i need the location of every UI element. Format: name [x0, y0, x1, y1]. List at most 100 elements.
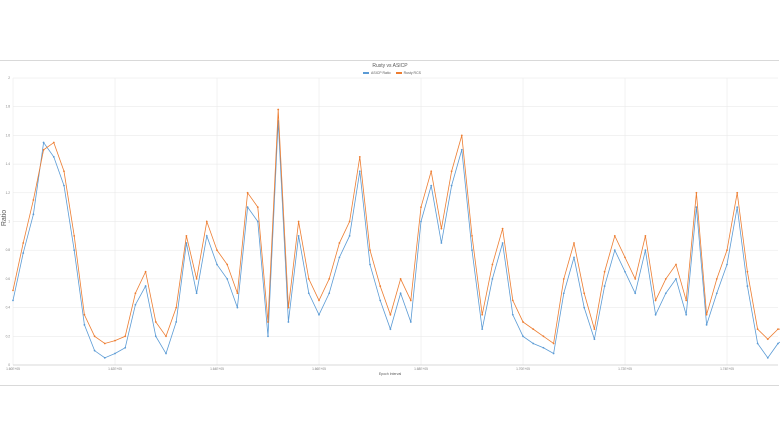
data-point-1 — [399, 278, 402, 280]
data-point-1 — [715, 278, 718, 280]
data-point-1 — [511, 299, 514, 302]
data-point-1 — [236, 292, 239, 295]
data-point-1 — [358, 156, 361, 158]
data-point-1 — [12, 289, 14, 292]
data-point-1 — [277, 108, 280, 111]
data-point-0 — [52, 156, 55, 158]
data-point-0 — [542, 346, 545, 349]
data-point-1 — [695, 191, 698, 194]
data-point-0 — [22, 252, 25, 254]
data-point-1 — [481, 313, 484, 316]
y-tick-label: 0.6 — [6, 277, 11, 281]
data-point-0 — [481, 328, 484, 331]
data-point-1 — [226, 263, 229, 266]
data-point-1 — [83, 313, 86, 316]
data-point-1 — [491, 263, 494, 266]
data-point-1 — [267, 321, 269, 323]
data-point-1 — [705, 313, 708, 316]
x-tick-label: 1.62E+05 — [108, 367, 122, 371]
data-point-0 — [267, 335, 269, 338]
data-point-1 — [471, 234, 473, 237]
data-point-0 — [195, 292, 198, 295]
data-point-1 — [532, 328, 535, 331]
data-point-0 — [318, 313, 320, 316]
data-point-0 — [583, 306, 586, 309]
data-point-0 — [603, 285, 606, 287]
data-point-0 — [226, 278, 229, 280]
data-point-1 — [542, 335, 545, 338]
data-point-1 — [644, 234, 647, 237]
x-tick-label: 1.70E+05 — [516, 367, 530, 371]
data-point-1 — [185, 234, 188, 237]
data-point-0 — [430, 184, 433, 187]
data-point-1 — [603, 270, 606, 273]
data-point-0 — [12, 299, 14, 302]
legend-swatch-rusty — [395, 72, 402, 75]
legend-label-rusty: Rusty RCS — [403, 71, 421, 75]
data-point-1 — [501, 227, 504, 230]
data-point-1 — [664, 278, 667, 280]
data-point-1 — [103, 342, 106, 345]
data-point-1 — [328, 278, 331, 280]
data-point-0 — [216, 263, 218, 266]
data-point-1 — [307, 278, 310, 280]
data-point-0 — [103, 356, 106, 359]
data-point-0 — [532, 342, 535, 345]
data-point-0 — [460, 148, 463, 151]
data-point-1 — [685, 299, 688, 302]
data-point-0 — [114, 352, 116, 355]
data-point-1 — [134, 292, 137, 295]
data-point-0 — [726, 263, 728, 266]
data-point-0 — [205, 234, 208, 237]
data-point-0 — [307, 292, 310, 295]
data-point-0 — [522, 335, 524, 338]
data-point-0 — [256, 220, 259, 223]
data-point-0 — [338, 256, 341, 259]
data-point-0 — [756, 342, 759, 345]
data-point-1 — [460, 134, 463, 137]
data-point-0 — [511, 313, 514, 316]
data-point-1 — [624, 256, 626, 259]
data-point-0 — [246, 206, 249, 209]
data-point-1 — [297, 220, 300, 223]
data-point-1 — [318, 299, 320, 302]
data-point-1 — [93, 335, 96, 338]
data-point-1 — [430, 170, 433, 173]
data-point-0 — [644, 249, 647, 252]
x-tick-label: 1.64E+05 — [210, 367, 224, 371]
data-point-0 — [715, 292, 718, 295]
x-tick-label: 1.66E+05 — [312, 367, 326, 371]
data-point-0 — [144, 285, 147, 287]
data-point-1 — [756, 328, 759, 331]
data-point-0 — [42, 141, 45, 144]
data-point-1 — [573, 242, 575, 244]
data-point-0 — [766, 356, 769, 359]
data-point-0 — [664, 292, 667, 295]
data-point-1 — [379, 285, 382, 287]
chart-frame — [0, 60, 779, 386]
data-point-0 — [328, 292, 331, 295]
data-point-0 — [501, 242, 504, 244]
x-tick-label: 1.68E+05 — [414, 367, 428, 371]
y-tick-label: 1.4 — [6, 162, 11, 166]
y-tick-label: 1.6 — [6, 133, 11, 137]
data-point-1 — [114, 339, 116, 342]
data-point-1 — [583, 292, 586, 295]
series-line-0 — [12, 121, 780, 359]
data-point-1 — [165, 335, 167, 338]
x-tick-label: 1.60E+05 — [6, 367, 20, 371]
data-point-1 — [389, 313, 392, 316]
data-point-0 — [736, 206, 739, 209]
data-point-0 — [409, 321, 412, 323]
data-point-0 — [93, 349, 96, 352]
data-point-1 — [369, 249, 371, 252]
data-point-1 — [32, 199, 35, 201]
data-point-0 — [63, 184, 65, 187]
data-point-1 — [338, 242, 341, 244]
y-tick-label: 0.8 — [6, 248, 11, 252]
data-point-0 — [654, 313, 657, 316]
data-point-0 — [369, 263, 371, 266]
data-point-0 — [450, 184, 453, 187]
y-tick-label: 0.2 — [6, 334, 11, 338]
data-point-0 — [613, 249, 616, 252]
